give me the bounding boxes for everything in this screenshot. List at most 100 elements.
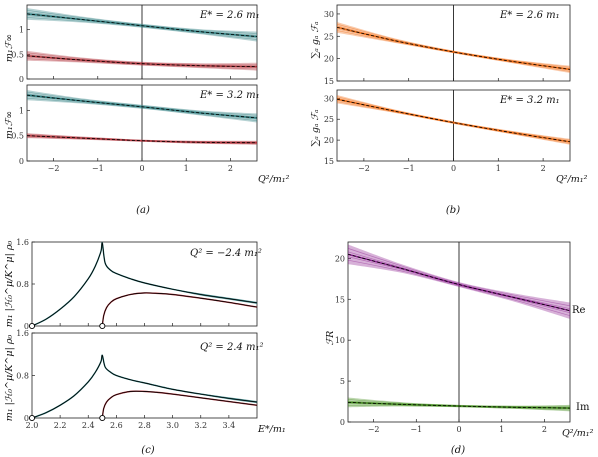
series-band-teal — [32, 354, 257, 418]
series-sample-teal — [31, 355, 258, 419]
panel-d-ylabel: ℱR — [325, 331, 336, 346]
panel-a-top-ylabel: m₁ℱ∞ — [4, 34, 15, 62]
x-tick-label: 2 — [228, 164, 233, 173]
panel-c-xlabel: E*/m₁ — [257, 424, 286, 435]
y-tick-label: 0.5 — [11, 50, 24, 59]
y-tick-label: 30 — [324, 94, 334, 103]
series-band-orange — [337, 21, 570, 73]
panel-c-top-ylabel: m₁ |ℋ₀^μ/K^μ| ρ₀ — [4, 241, 15, 328]
y-tick-label: 10 — [335, 336, 345, 345]
series-sample-green — [347, 404, 571, 411]
series-sample-teal — [31, 354, 258, 419]
series-line-red — [101, 292, 258, 327]
y-tick-label: 0 — [19, 157, 24, 166]
panel-d-caption: (d) — [451, 445, 465, 456]
series-central-teal — [31, 242, 258, 327]
panel-d-im-label: Im — [576, 402, 590, 413]
panel-d-re-label: Re — [572, 305, 586, 316]
y-tick-label: 1.6 — [16, 329, 29, 338]
series-band-teal — [27, 7, 257, 42]
series-central-teal — [26, 13, 258, 37]
series-sample-red — [101, 292, 258, 327]
series-central-red — [101, 292, 258, 327]
series-central-orange — [336, 26, 571, 70]
series-line-teal — [31, 354, 258, 419]
y-tick-label: 1.6 — [16, 238, 29, 247]
subplot-a-bottom: 0 0.5 1 −2 −1 0 1 2 — [11, 84, 258, 173]
series-sample-red — [101, 292, 258, 327]
panel-a-caption: (a) — [136, 205, 150, 216]
x-tick-label: 3.0 — [166, 421, 179, 430]
series-band-purple — [348, 244, 570, 319]
subplot-c-bottom: 0 0.8 1.6 2.0 2.2 2.4 2.6 2.8 3.0 3.2 3.4 — [16, 329, 258, 430]
y-tick-label: 1 — [19, 106, 24, 115]
series-sample-orange — [336, 101, 571, 144]
x-tick-label: 0 — [456, 425, 461, 434]
y-tick-label: 0.8 — [16, 372, 29, 381]
threshold-point — [99, 322, 106, 330]
series-sample-red — [26, 52, 258, 65]
series-sample-teal — [26, 91, 258, 116]
y-tick-label: 0.5 — [11, 132, 24, 141]
series-sample-red — [101, 292, 258, 327]
x-tick-label: 1 — [184, 164, 189, 173]
x-tick-label: 2.4 — [82, 421, 95, 430]
series-sample-teal — [31, 355, 258, 419]
series-sample-green — [347, 399, 571, 407]
y-tick-label: 0 — [340, 418, 345, 427]
y-tick-label: 30 — [324, 10, 334, 19]
x-tick-label: −1 — [410, 425, 422, 434]
series-sample-teal — [31, 354, 258, 419]
y-tick-label: 1 — [19, 26, 24, 35]
panel-a-xlabel: Q²/m₁² — [258, 174, 290, 185]
x-tick-label: −2 — [358, 164, 370, 173]
series-sample-orange — [336, 96, 571, 141]
subplot-d: 0 5 10 15 20 −2 −1 0 1 2 — [335, 241, 571, 434]
x-tick-label: 0 — [139, 164, 144, 173]
series-sample-red — [26, 58, 258, 70]
panel-b-top-annotation: E* = 2.6 m₁ — [499, 10, 560, 21]
x-tick-label: −1 — [92, 164, 104, 173]
panel-c-top-annotation: Q² = −2.4 m₁² — [190, 248, 262, 259]
series-sample-teal — [26, 17, 258, 40]
series-sample-orange — [336, 30, 571, 72]
x-tick-label: −2 — [368, 425, 380, 434]
series-sample-teal — [26, 9, 258, 34]
series-central-teal — [26, 94, 258, 119]
panel-b-bottom-annotation: E* = 3.2 m₁ — [499, 95, 560, 106]
panel-b-caption: (b) — [446, 205, 460, 216]
x-tick-label: 2 — [541, 164, 546, 173]
subplot-a-top: 00.51 — [11, 4, 258, 84]
y-tick-label: 5 — [340, 377, 345, 386]
y-tick-label: 20 — [324, 55, 334, 64]
panel-c-bottom-ylabel: m₁ |ℋ₀^μ/K^μ| ρ₀ — [4, 335, 15, 422]
y-tick-label: 20 — [335, 254, 345, 263]
x-tick-label: 3.2 — [194, 421, 207, 430]
series-central-red — [26, 55, 258, 68]
series-sample-purple — [347, 248, 571, 307]
panel-c-bottom-annotation: Q² = 2.4 m₁² — [200, 342, 264, 353]
subplot-b-top: 15 20 25 30 — [324, 4, 571, 86]
y-tick-label: 0 — [24, 414, 29, 423]
panel-b-bottom-ylabel: ∑ₐ gₐ ℱₐ — [310, 109, 321, 147]
series-central-orange — [336, 98, 571, 143]
y-tick-label: 15 — [324, 77, 334, 86]
x-tick-label: 1 — [496, 164, 501, 173]
panel-c-caption: (c) — [141, 445, 155, 456]
panel-b-top-ylabel: ∑ₐ gₐ ℱₐ — [310, 21, 321, 59]
series-central-teal — [31, 354, 258, 419]
x-tick-label: 2.0 — [26, 421, 39, 430]
panel-a-top-annotation: E* = 2.6 m₁ — [199, 10, 260, 21]
series-central-red — [26, 135, 258, 144]
threshold-point — [99, 414, 106, 422]
y-tick-label: 25 — [324, 115, 334, 124]
threshold-point — [28, 322, 36, 330]
y-tick-label: 0 — [19, 75, 24, 84]
series-central-green — [347, 401, 571, 409]
series-central-red — [101, 390, 258, 419]
subplot-c-top: 0 0.8 1.6 — [16, 238, 258, 331]
x-tick-label: −2 — [48, 164, 60, 173]
y-tick-label: 25 — [324, 32, 334, 41]
x-tick-label: 1 — [499, 425, 504, 434]
